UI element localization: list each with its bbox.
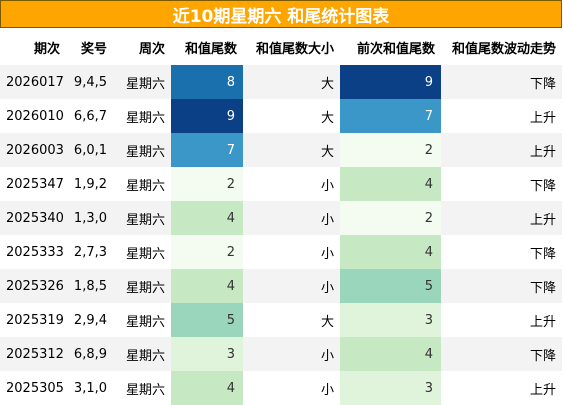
weekday-cell: 星期六	[113, 201, 171, 235]
header-numbers: 奖号	[66, 29, 113, 65]
tail-cell: 5	[171, 303, 243, 337]
table-row: 2025326 1,8,5 星期六 4 小 5 下降	[0, 269, 562, 303]
period-cell: 2025305	[0, 371, 66, 405]
header-size: 和值尾数大小	[243, 29, 340, 65]
prev-tail-cell: 9	[340, 65, 441, 99]
weekday-cell: 星期六	[113, 65, 171, 99]
tail-cell: 2	[171, 235, 243, 269]
tail-cell: 2	[171, 167, 243, 201]
header-weekday: 周次	[113, 29, 171, 65]
chart-title: 近10期星期六 和尾统计图表	[0, 0, 562, 28]
trend-cell: 下降	[441, 167, 562, 201]
numbers-cell: 2,7,3	[66, 235, 113, 269]
trend-cell: 上升	[441, 303, 562, 337]
weekday-cell: 星期六	[113, 337, 171, 371]
period-cell: 2025340	[0, 201, 66, 235]
prev-tail-cell: 4	[340, 337, 441, 371]
prev-tail-cell: 2	[340, 133, 441, 167]
size-cell: 小	[243, 371, 340, 405]
numbers-cell: 1,9,2	[66, 167, 113, 201]
trend-cell: 下降	[441, 269, 562, 303]
tail-cell: 7	[171, 133, 243, 167]
prev-tail-cell: 2	[340, 201, 441, 235]
table-row: 2025305 3,1,0 星期六 4 小 3 上升	[0, 371, 562, 405]
header-prev-tail: 前次和值尾数	[340, 29, 441, 65]
tail-cell: 4	[171, 269, 243, 303]
table-row: 2025340 1,3,0 星期六 4 小 2 上升	[0, 201, 562, 235]
prev-tail-cell: 3	[340, 371, 441, 405]
table-row: 2026003 6,0,1 星期六 7 大 2 上升	[0, 133, 562, 167]
table-row: 2025333 2,7,3 星期六 2 小 4 下降	[0, 235, 562, 269]
weekday-cell: 星期六	[113, 235, 171, 269]
period-cell: 2026010	[0, 99, 66, 133]
tail-cell: 4	[171, 371, 243, 405]
table-row: 2026010 6,6,7 星期六 9 大 7 上升	[0, 99, 562, 133]
numbers-cell: 6,0,1	[66, 133, 113, 167]
size-cell: 小	[243, 201, 340, 235]
numbers-cell: 1,3,0	[66, 201, 113, 235]
period-cell: 2025333	[0, 235, 66, 269]
table-row: 2025312 6,8,9 星期六 3 小 4 下降	[0, 337, 562, 371]
weekday-cell: 星期六	[113, 167, 171, 201]
period-cell: 2026017	[0, 65, 66, 99]
header-trend: 和值尾数波动走势	[441, 29, 562, 65]
period-cell: 2025312	[0, 337, 66, 371]
weekday-cell: 星期六	[113, 303, 171, 337]
prev-tail-cell: 7	[340, 99, 441, 133]
size-cell: 大	[243, 65, 340, 99]
numbers-cell: 3,1,0	[66, 371, 113, 405]
period-cell: 2025319	[0, 303, 66, 337]
tail-cell: 4	[171, 201, 243, 235]
numbers-cell: 2,9,4	[66, 303, 113, 337]
size-cell: 小	[243, 269, 340, 303]
period-cell: 2026003	[0, 133, 66, 167]
header-row: 期次 奖号 周次 和值尾数 和值尾数大小 前次和值尾数 和值尾数波动走势	[0, 29, 562, 65]
table-row: 2026017 9,4,5 星期六 8 大 9 下降	[0, 65, 562, 99]
size-cell: 大	[243, 133, 340, 167]
trend-cell: 上升	[441, 371, 562, 405]
trend-cell: 下降	[441, 337, 562, 371]
size-cell: 小	[243, 235, 340, 269]
tail-cell: 8	[171, 65, 243, 99]
size-cell: 小	[243, 337, 340, 371]
trend-cell: 上升	[441, 133, 562, 167]
numbers-cell: 6,8,9	[66, 337, 113, 371]
prev-tail-cell: 3	[340, 303, 441, 337]
weekday-cell: 星期六	[113, 269, 171, 303]
numbers-cell: 6,6,7	[66, 99, 113, 133]
header-tail: 和值尾数	[171, 29, 243, 65]
tail-cell: 3	[171, 337, 243, 371]
prev-tail-cell: 4	[340, 235, 441, 269]
trend-cell: 上升	[441, 99, 562, 133]
numbers-cell: 1,8,5	[66, 269, 113, 303]
numbers-cell: 9,4,5	[66, 65, 113, 99]
period-cell: 2025326	[0, 269, 66, 303]
table-row: 2025347 1,9,2 星期六 2 小 4 下降	[0, 167, 562, 201]
header-period: 期次	[0, 29, 66, 65]
size-cell: 小	[243, 167, 340, 201]
weekday-cell: 星期六	[113, 371, 171, 405]
weekday-cell: 星期六	[113, 99, 171, 133]
trend-cell: 下降	[441, 65, 562, 99]
prev-tail-cell: 5	[340, 269, 441, 303]
stats-table: 期次 奖号 周次 和值尾数 和值尾数大小 前次和值尾数 和值尾数波动走势 202…	[0, 29, 562, 405]
tail-cell: 9	[171, 99, 243, 133]
period-cell: 2025347	[0, 167, 66, 201]
trend-cell: 上升	[441, 201, 562, 235]
prev-tail-cell: 4	[340, 167, 441, 201]
weekday-cell: 星期六	[113, 133, 171, 167]
table-row: 2025319 2,9,4 星期六 5 大 3 上升	[0, 303, 562, 337]
size-cell: 大	[243, 303, 340, 337]
size-cell: 大	[243, 99, 340, 133]
trend-cell: 下降	[441, 235, 562, 269]
